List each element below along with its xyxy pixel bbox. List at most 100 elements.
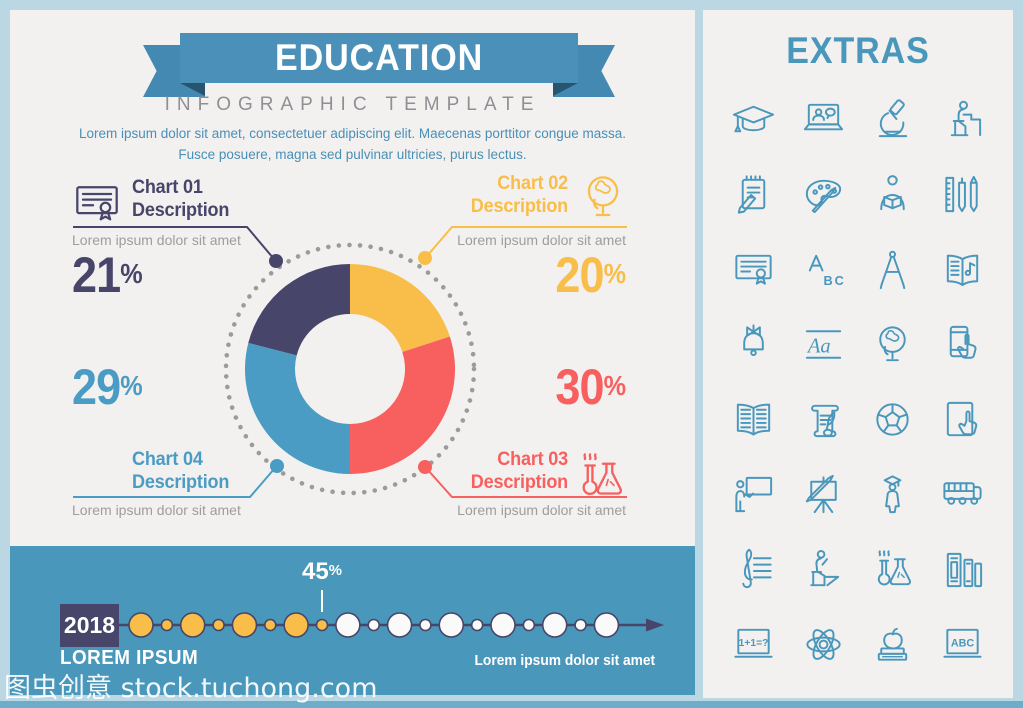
timeline-arrow xyxy=(646,618,664,632)
timeline-dot xyxy=(283,612,309,638)
soccer-ball-icon xyxy=(869,396,916,443)
timeline-dot xyxy=(593,612,620,638)
timeline-marker-tick xyxy=(321,590,323,612)
certificate-icon xyxy=(70,176,124,230)
certificate-icon xyxy=(730,246,777,293)
timeline-right-label: Lorem ipsum dolor sit amet xyxy=(474,653,655,669)
library-books-icon xyxy=(939,546,986,593)
school-bell-icon xyxy=(730,321,777,368)
callout4-title: Chart 04 Description xyxy=(132,449,230,494)
svg-text:Aa: Aa xyxy=(806,335,831,357)
timeline-dot xyxy=(367,618,381,632)
leader-line xyxy=(426,468,627,498)
stock-watermark: 图虫创意 stock.tuchong.com xyxy=(4,673,378,704)
leader-dot xyxy=(418,460,432,474)
math-blackboard-icon: 1+1=? xyxy=(730,621,777,668)
scroll-and-quill-icon xyxy=(800,396,847,443)
school-bus-icon xyxy=(939,471,986,518)
easel-paintbrush-icon xyxy=(800,471,847,518)
leader-line xyxy=(73,467,276,498)
svg-text:BC: BC xyxy=(823,273,845,288)
leader-dot xyxy=(270,459,284,473)
open-book-icon xyxy=(730,396,777,443)
abc-board-icon: ABC xyxy=(939,621,986,668)
donut-segment xyxy=(350,336,455,474)
timeline-dot xyxy=(128,612,154,638)
donut-segment xyxy=(245,342,350,474)
paint-palette-icon xyxy=(800,171,847,218)
dotted-ring xyxy=(223,242,477,496)
leader-dot xyxy=(418,251,432,265)
callout1-title: Chart 01 Description xyxy=(132,177,230,222)
chemistry-flasks-icon xyxy=(572,448,628,504)
timeline-dot xyxy=(419,618,432,632)
timeline-chart xyxy=(116,612,664,638)
page-title: EDUCATION xyxy=(274,37,484,78)
graduation-cap-icon xyxy=(730,96,777,143)
timeline-dot xyxy=(335,612,361,638)
timeline-dot xyxy=(179,612,206,638)
timeline-dot xyxy=(438,612,465,638)
timeline-dot xyxy=(541,612,568,638)
extras-title: EXTRAS xyxy=(786,30,930,71)
timeline-year-badge: 2018 xyxy=(60,604,119,647)
callout3-title: Chart 03 Description xyxy=(470,449,568,494)
callout3-note: Lorem ipsum dolor sit amet xyxy=(457,502,626,518)
timeline-dot xyxy=(231,612,258,638)
cursive-letters-icon: Aa xyxy=(800,321,847,368)
callout2-percent: 20% xyxy=(555,247,626,303)
reading-person-icon xyxy=(869,171,916,218)
globe-icon xyxy=(869,321,916,368)
callout1-note: Lorem ipsum dolor sit amet xyxy=(72,232,241,248)
abc-letters-icon: BC xyxy=(800,246,847,293)
drafting-compass-icon xyxy=(869,246,916,293)
chemistry-flasks-icon xyxy=(869,546,916,593)
timeline-dot xyxy=(160,618,174,632)
treble-clef-icon xyxy=(730,546,777,593)
timeline-strip: 2018 45% LOREM IPSUM Lorem ipsum dolor s… xyxy=(10,546,695,695)
ruler-and-pens-icon xyxy=(939,171,986,218)
smartphone-touch-icon xyxy=(939,321,986,368)
bottom-accent-line xyxy=(0,701,1023,708)
donut-segment xyxy=(350,264,450,353)
page-subtitle: INFOGRAPHIC TEMPLATE xyxy=(164,94,541,115)
timeline-dot xyxy=(470,618,484,632)
timeline-dot xyxy=(386,612,413,638)
callout3-percent: 30% xyxy=(555,359,626,415)
timeline-dot xyxy=(212,618,225,632)
title-ribbon: EDUCATION xyxy=(180,33,578,83)
extras-icon-grid: BC Aa 1+1=? ABC xyxy=(703,72,1013,668)
microscope-icon xyxy=(869,96,916,143)
globe-icon xyxy=(576,170,630,224)
callout4-percent: 29% xyxy=(72,359,143,415)
apple-on-books-icon xyxy=(869,621,916,668)
main-panel: EDUCATION INFOGRAPHIC TEMPLATE Lorem ips… xyxy=(10,10,695,695)
donut-chart xyxy=(73,226,627,498)
timeline-marker-label: 45% xyxy=(302,558,342,585)
svg-text:ABC: ABC xyxy=(951,637,975,649)
music-book-icon xyxy=(939,246,986,293)
atom-icon xyxy=(800,621,847,668)
graduate-student-icon xyxy=(869,471,916,518)
timeline-dot xyxy=(263,618,277,632)
callout2-title: Chart 02 Description xyxy=(470,173,568,218)
student-sitting-icon xyxy=(800,546,847,593)
svg-text:1+1=?: 1+1=? xyxy=(739,638,769,649)
tablet-touch-icon xyxy=(939,396,986,443)
extras-panel: EXTRAS BC Aa 1+1=? ABC xyxy=(703,10,1013,698)
intro-text: Lorem ipsum dolor sit amet, consectetuer… xyxy=(78,126,626,162)
notepad-pencil-icon xyxy=(730,171,777,218)
donut-segment xyxy=(248,264,350,356)
timeline-dot xyxy=(522,618,536,632)
timeline-dot xyxy=(574,618,587,632)
callout4-note: Lorem ipsum dolor sit amet xyxy=(72,502,241,518)
timeline-dot xyxy=(490,612,516,638)
teacher-blackboard-icon xyxy=(730,471,777,518)
callout2-note: Lorem ipsum dolor sit amet xyxy=(457,232,626,248)
leader-line xyxy=(426,226,627,257)
leader-dot xyxy=(269,254,283,268)
timeline-left-label: LOREM IPSUM xyxy=(60,646,199,669)
video-call-icon xyxy=(800,96,847,143)
callout1-percent: 21% xyxy=(72,247,143,303)
